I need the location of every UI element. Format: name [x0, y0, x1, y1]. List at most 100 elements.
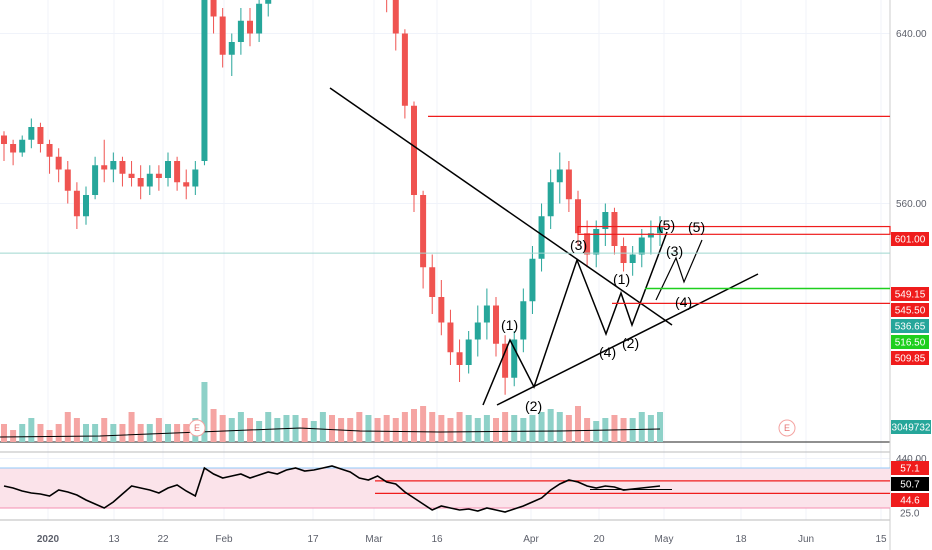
candle-body	[10, 144, 17, 153]
candle-body	[474, 322, 481, 340]
candle-body	[237, 20, 244, 42]
volume-bar	[201, 382, 208, 442]
candle-body	[657, 226, 663, 234]
ascending-trendline	[496, 273, 759, 406]
price-tag-label: 545.50	[895, 306, 926, 317]
candle-body	[174, 161, 181, 183]
candle-body	[565, 169, 572, 200]
candle-body	[392, 0, 399, 34]
volume-bar	[520, 418, 527, 442]
price-tick: 640.00	[896, 29, 927, 40]
candle-body	[538, 216, 545, 259]
volume-bar	[155, 418, 162, 442]
price-tag-box	[891, 335, 929, 349]
volume-bar	[28, 418, 35, 442]
rsi-value-tag-box	[891, 477, 929, 491]
volume-bar	[647, 415, 654, 442]
candle-body	[502, 343, 509, 378]
candle-body	[483, 305, 490, 323]
price-tag-box	[891, 303, 929, 317]
candle-body	[83, 195, 89, 217]
price-tag-label: 57.1	[900, 464, 920, 475]
volume-bar	[547, 409, 554, 442]
candle-body	[146, 173, 153, 187]
volume-bar	[593, 421, 600, 442]
earnings-icon	[188, 419, 206, 437]
candle-body	[420, 195, 427, 268]
wave-label: (4)	[599, 344, 616, 360]
volume-bar	[37, 424, 44, 442]
volume-bar	[465, 415, 472, 442]
wave-label: (1)	[613, 271, 630, 287]
resistance-zone	[577, 225, 891, 235]
price-tag-box	[891, 493, 929, 507]
volume-bar	[538, 412, 545, 442]
time-tick: Mar	[365, 534, 383, 545]
candle-body	[155, 173, 162, 178]
volume-bar	[83, 424, 89, 442]
candle-body	[119, 161, 126, 174]
volume-bar	[274, 418, 281, 442]
volume-bar	[383, 415, 390, 442]
volume-bar	[55, 424, 62, 442]
candle-body	[55, 156, 62, 170]
volume-bar	[265, 412, 272, 442]
candle-body	[593, 229, 600, 255]
wave-label: (3)	[666, 243, 683, 259]
candle-body	[611, 212, 618, 246]
volume-bar	[657, 412, 663, 442]
candle-body	[401, 33, 408, 106]
candle-body	[465, 339, 472, 365]
rsi-line	[3, 465, 661, 513]
volume-bar	[502, 412, 509, 442]
volume-bar	[556, 412, 563, 442]
volume-bar	[483, 415, 490, 442]
price-tag-label: 516.50	[895, 338, 926, 349]
price-tag-label: 44.6	[900, 496, 920, 507]
drawings: (1) (2) (3) (1) (4) (2) (3) (4) (5) (5) E E	[0, 87, 891, 437]
volume-bar	[119, 424, 126, 442]
rsi-panel	[0, 465, 890, 513]
candle-body	[556, 169, 563, 183]
candle-body	[638, 237, 645, 255]
price-tag-box	[891, 461, 929, 475]
volume-bar	[301, 418, 308, 442]
candle-body	[438, 297, 445, 323]
rsi-tick: 25.0	[900, 509, 920, 520]
candle-body	[456, 352, 463, 365]
price-tags: 601.00 549.15 545.50 536.65 516.50 509.85 57.1…	[891, 232, 931, 507]
volume-bar	[438, 415, 445, 442]
volume-bar	[392, 418, 399, 442]
candle-body	[447, 322, 454, 353]
volume-bar	[411, 409, 417, 442]
candle-body	[201, 0, 208, 161]
price-tag-box	[891, 287, 929, 301]
volume-tag-label: 3049732	[892, 423, 931, 434]
candle-body	[192, 169, 199, 187]
price-tag-box	[891, 351, 929, 365]
volume-bar	[219, 415, 226, 442]
volume-bar	[92, 424, 99, 442]
price-axis: 800.00760.00720.00680.00640.00560.00440.…	[896, 29, 927, 520]
earnings-label: E	[194, 423, 200, 433]
price-tag-label: 536.65	[895, 322, 926, 333]
volume-bar	[19, 424, 26, 442]
volume-bar	[374, 418, 381, 442]
volume-bar	[64, 412, 71, 442]
candle-body	[602, 212, 609, 229]
volume-bar	[128, 412, 135, 442]
wave-label: (1)	[501, 317, 518, 333]
volume-bar	[319, 412, 326, 442]
candle-body	[46, 144, 53, 157]
price-tick: 560.00	[896, 199, 927, 210]
price-tag-box	[891, 232, 929, 246]
wave-label: (5)	[658, 217, 675, 233]
time-tick: 22	[157, 534, 169, 545]
time-tick: 13	[108, 534, 120, 545]
candle-body	[137, 178, 144, 187]
volume-bar	[256, 421, 263, 442]
wave-label: (2)	[622, 335, 639, 351]
volume-bar	[365, 415, 372, 442]
volume-bar	[310, 421, 317, 442]
